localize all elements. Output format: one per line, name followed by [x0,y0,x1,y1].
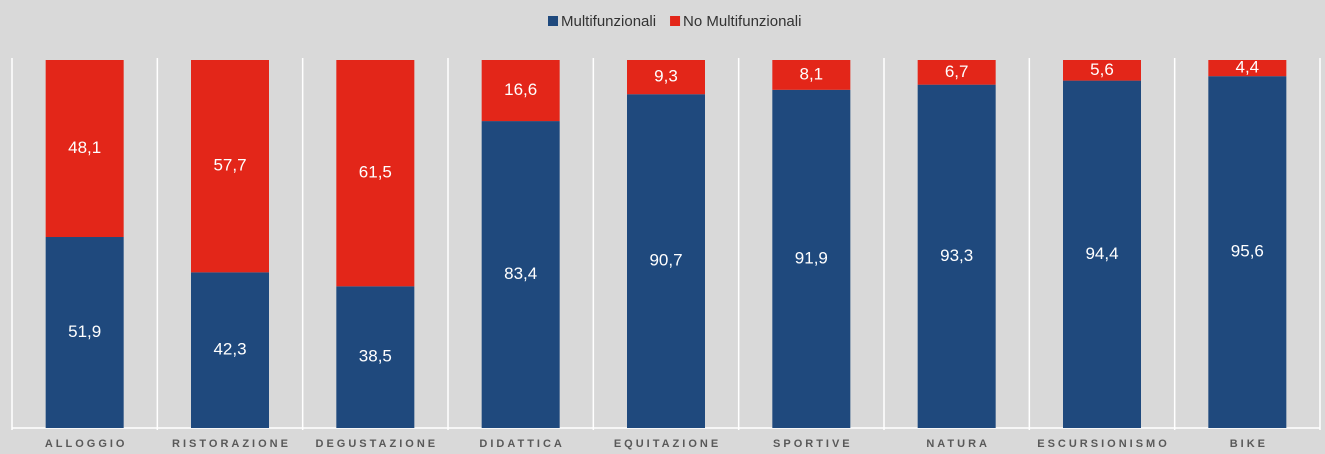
x-tick-label: DEGUSTAZIONE [316,438,439,450]
legend-swatch [548,16,558,26]
bar-segment [1208,76,1287,428]
x-tick-label: RISTORAZIONE [172,438,291,450]
value-label: 93,3 [940,246,973,265]
value-label: 42,3 [213,340,246,359]
value-label: 5,6 [1090,60,1114,79]
bar-segment [45,237,124,428]
value-label: 95,6 [1231,242,1264,261]
x-tick-label: DIDATTICA [479,438,564,450]
value-label: 6,7 [945,62,969,81]
x-tick-label: ALLOGGIO [45,438,128,450]
value-label: 8,1 [800,64,824,83]
legend-swatch [670,16,681,26]
value-label: 48,1 [68,138,101,157]
bar-segment [917,60,996,85]
x-tick-label: NATURA [926,438,990,450]
value-label: 61,5 [359,163,392,182]
value-label: 57,7 [213,156,246,175]
bar-segment [481,60,560,122]
value-label: 4,4 [1236,58,1260,77]
bar-segment [772,60,851,90]
value-label: 16,6 [504,80,537,99]
value-label: 90,7 [649,251,682,270]
bar-segment [45,60,124,238]
value-label: 51,9 [68,322,101,341]
bar-segment [336,60,415,287]
bar-segment [917,84,996,428]
legend-label: Multifunzionali [561,13,656,30]
bar-segment [627,94,705,428]
x-tick-label: ESCURSIONISMO [1037,438,1170,450]
bar-segment [1208,60,1287,77]
value-label: 9,3 [654,67,678,86]
bar-segment [191,60,269,273]
value-label: 83,4 [504,264,537,283]
bar-segment [1063,80,1141,428]
x-tick-label: BIKE [1230,438,1268,450]
bar-segment [627,60,705,95]
bar-segment [772,89,851,429]
value-label: 38,5 [359,347,392,366]
bar-segment [481,121,560,428]
value-label: 94,4 [1085,244,1118,263]
x-tick-label: EQUITAZIONE [614,438,721,450]
bar-segment [336,286,415,428]
bar-segment [191,272,269,428]
legend-label: No Multifunzionali [683,13,801,30]
bar-segment [1063,60,1141,81]
x-tick-label: SPORTIVE [773,438,853,450]
value-label: 91,9 [795,248,828,267]
